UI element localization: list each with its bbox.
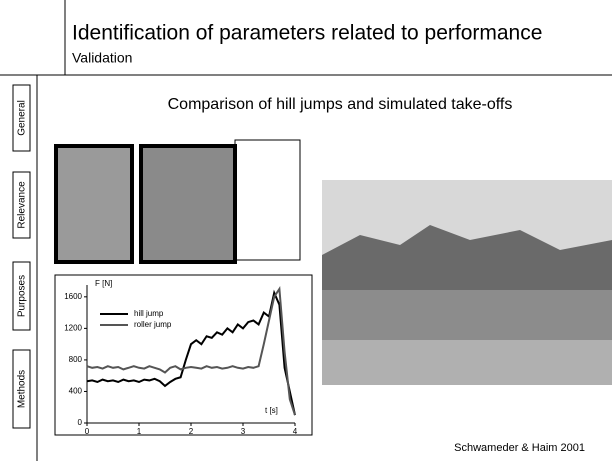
- sidebar: General Relevance Purposes Methods: [13, 85, 30, 428]
- legend-label: hill jump: [134, 309, 164, 318]
- legend-label: roller jump: [134, 320, 172, 329]
- slide: Identification of parameters related to …: [0, 0, 612, 461]
- photo: [56, 146, 132, 262]
- subtitle: Validation: [72, 50, 132, 66]
- heading: Comparison of hill jumps and simulated t…: [168, 96, 513, 113]
- x-axis-label: t [s]: [265, 406, 278, 415]
- x-tick-label: 4: [293, 427, 298, 436]
- photo-frame: [235, 140, 300, 260]
- y-tick-label: 0: [78, 418, 83, 427]
- x-tick-label: 2: [189, 427, 194, 436]
- tab-label[interactable]: Purposes: [17, 275, 28, 317]
- x-tick-label: 1: [137, 427, 142, 436]
- title: Identification of parameters related to …: [72, 22, 542, 45]
- tab-label[interactable]: General: [17, 100, 28, 136]
- photo-large: [322, 180, 612, 385]
- y-tick-label: 400: [69, 387, 83, 396]
- y-tick-label: 800: [69, 355, 83, 364]
- x-tick-label: 3: [241, 427, 246, 436]
- y-tick-label: 1200: [64, 323, 82, 332]
- citation: Schwameder & Haim 2001: [454, 442, 585, 454]
- tab-label[interactable]: Relevance: [17, 181, 28, 229]
- tab-label[interactable]: Methods: [17, 370, 28, 408]
- y-tick-label: 1600: [64, 292, 82, 301]
- photo: [141, 146, 235, 262]
- x-tick-label: 0: [85, 427, 90, 436]
- y-axis-label: F [N]: [95, 279, 112, 288]
